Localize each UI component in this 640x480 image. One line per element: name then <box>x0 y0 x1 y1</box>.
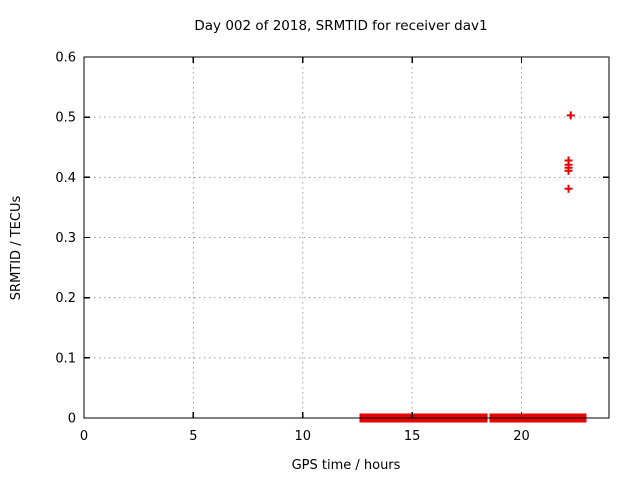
data-point-plus-marker <box>564 166 573 175</box>
x-tick-labels: 0 5 10 15 20 <box>80 429 530 444</box>
y-tick-labels: 0 0.1 0.2 0.3 0.4 0.5 0.6 <box>55 51 76 427</box>
x-tick-label: 5 <box>189 429 197 444</box>
data-points <box>564 111 575 193</box>
x-axis-label: GPS time / hours <box>292 458 401 473</box>
chart-title: Day 002 of 2018, SRMTID for receiver dav… <box>194 18 487 34</box>
x-tick-label: 15 <box>404 429 421 444</box>
y-tick-label: 0.6 <box>55 51 76 66</box>
y-tick-label: 0.4 <box>55 171 76 186</box>
y-tick-label: 0.3 <box>55 231 76 246</box>
plot-border-and-ticks <box>83 56 610 419</box>
y-tick-label: 0 <box>68 412 76 427</box>
data-point-plus-marker <box>564 184 573 193</box>
data-point-plus-marker <box>566 111 575 120</box>
y-tick-label: 0.5 <box>55 111 76 126</box>
x-tick-label: 0 <box>80 429 88 444</box>
y-tick-label: 0.2 <box>55 291 76 306</box>
x-tick-label: 10 <box>294 429 311 444</box>
y-tick-label: 0.1 <box>55 351 76 366</box>
x-tick-label: 20 <box>513 429 530 444</box>
grid-lines <box>84 57 609 418</box>
axis-labels: Day 002 of 2018, SRMTID for receiver dav… <box>9 18 488 473</box>
y-axis-label: SRMTID / TECUs <box>9 196 24 301</box>
